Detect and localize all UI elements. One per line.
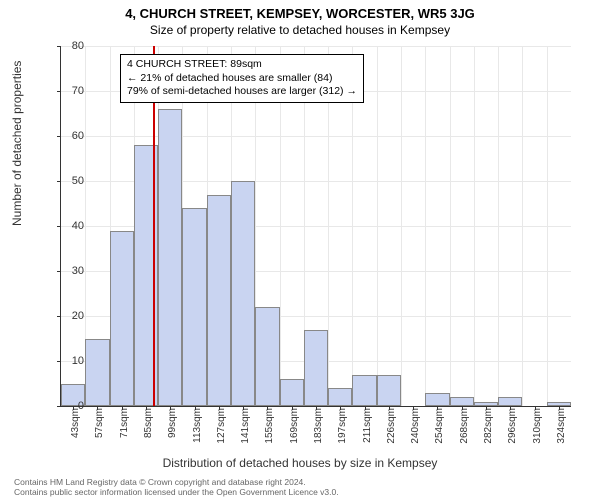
ytick-label: 0 bbox=[44, 400, 84, 412]
annotation-line2: ← 21% of detached houses are smaller (84… bbox=[127, 72, 357, 86]
xtick-label: 268sqm bbox=[459, 408, 470, 444]
histogram-bar bbox=[182, 208, 206, 406]
gridline-v bbox=[401, 46, 402, 406]
chart-title: 4, CHURCH STREET, KEMPSEY, WORCESTER, WR… bbox=[0, 0, 600, 21]
xtick-label: 85sqm bbox=[143, 408, 154, 438]
gridline-v bbox=[498, 46, 499, 406]
x-axis-label: Distribution of detached houses by size … bbox=[0, 456, 600, 470]
histogram-bar bbox=[110, 231, 134, 407]
y-axis-label: Number of detached properties bbox=[10, 61, 24, 226]
xtick-label: 113sqm bbox=[192, 408, 203, 443]
histogram-bar bbox=[207, 195, 231, 407]
xtick-label: 282sqm bbox=[483, 408, 494, 444]
xtick-label: 141sqm bbox=[240, 408, 251, 444]
chart-container: 4, CHURCH STREET, KEMPSEY, WORCESTER, WR… bbox=[0, 0, 600, 500]
histogram-bar bbox=[85, 339, 109, 407]
gridline-h bbox=[61, 46, 571, 47]
xtick-label: 296sqm bbox=[507, 408, 518, 444]
gridline-v bbox=[474, 46, 475, 406]
xtick-label: 155sqm bbox=[264, 408, 275, 444]
xtick-label: 324sqm bbox=[556, 408, 567, 444]
ytick-label: 20 bbox=[44, 310, 84, 322]
histogram-bar bbox=[304, 330, 328, 407]
ytick-label: 50 bbox=[44, 175, 84, 187]
xtick-label: 240sqm bbox=[410, 408, 421, 444]
gridline-v bbox=[377, 46, 378, 406]
xtick-label: 57sqm bbox=[94, 408, 105, 438]
xtick-label: 127sqm bbox=[216, 408, 227, 444]
xtick-label: 43sqm bbox=[70, 408, 81, 438]
xtick-label: 226sqm bbox=[386, 408, 397, 444]
histogram-bar bbox=[255, 307, 279, 406]
ytick-label: 70 bbox=[44, 85, 84, 97]
gridline-v bbox=[522, 46, 523, 406]
gridline-h bbox=[61, 136, 571, 137]
gridline-v bbox=[450, 46, 451, 406]
ytick-label: 40 bbox=[44, 220, 84, 232]
histogram-bar bbox=[352, 375, 376, 407]
histogram-bar bbox=[158, 109, 182, 406]
xtick-label: 99sqm bbox=[167, 408, 178, 438]
gridline-v bbox=[425, 46, 426, 406]
ytick-label: 10 bbox=[44, 355, 84, 367]
histogram-bar bbox=[280, 379, 304, 406]
histogram-bar bbox=[425, 393, 449, 407]
histogram-bar bbox=[328, 388, 352, 406]
ytick-label: 30 bbox=[44, 265, 84, 277]
xtick-label: 183sqm bbox=[313, 408, 324, 444]
annotation-line3: 79% of semi-detached houses are larger (… bbox=[127, 85, 357, 99]
annotation-line1: 4 CHURCH STREET: 89sqm bbox=[127, 58, 357, 72]
xtick-label: 197sqm bbox=[337, 408, 348, 444]
annotation-box: 4 CHURCH STREET: 89sqm ← 21% of detached… bbox=[120, 54, 364, 103]
xtick-label: 310sqm bbox=[532, 408, 543, 444]
xtick-label: 71sqm bbox=[119, 408, 130, 438]
gridline-v bbox=[547, 46, 548, 406]
footer-line2: Contains public sector information licen… bbox=[14, 488, 339, 498]
xtick-label: 254sqm bbox=[434, 408, 445, 444]
ytick-label: 60 bbox=[44, 130, 84, 142]
histogram-bar bbox=[450, 397, 474, 406]
footer-attribution: Contains HM Land Registry data © Crown c… bbox=[14, 478, 339, 498]
ytick-label: 80 bbox=[44, 40, 84, 52]
histogram-bar bbox=[231, 181, 255, 406]
xtick-label: 169sqm bbox=[289, 408, 300, 444]
histogram-bar bbox=[498, 397, 522, 406]
chart-subtitle: Size of property relative to detached ho… bbox=[0, 21, 600, 37]
histogram-bar bbox=[377, 375, 401, 407]
chart-area: 43sqm57sqm71sqm85sqm99sqm113sqm127sqm141… bbox=[60, 46, 570, 406]
xtick-label: 211sqm bbox=[362, 408, 373, 443]
